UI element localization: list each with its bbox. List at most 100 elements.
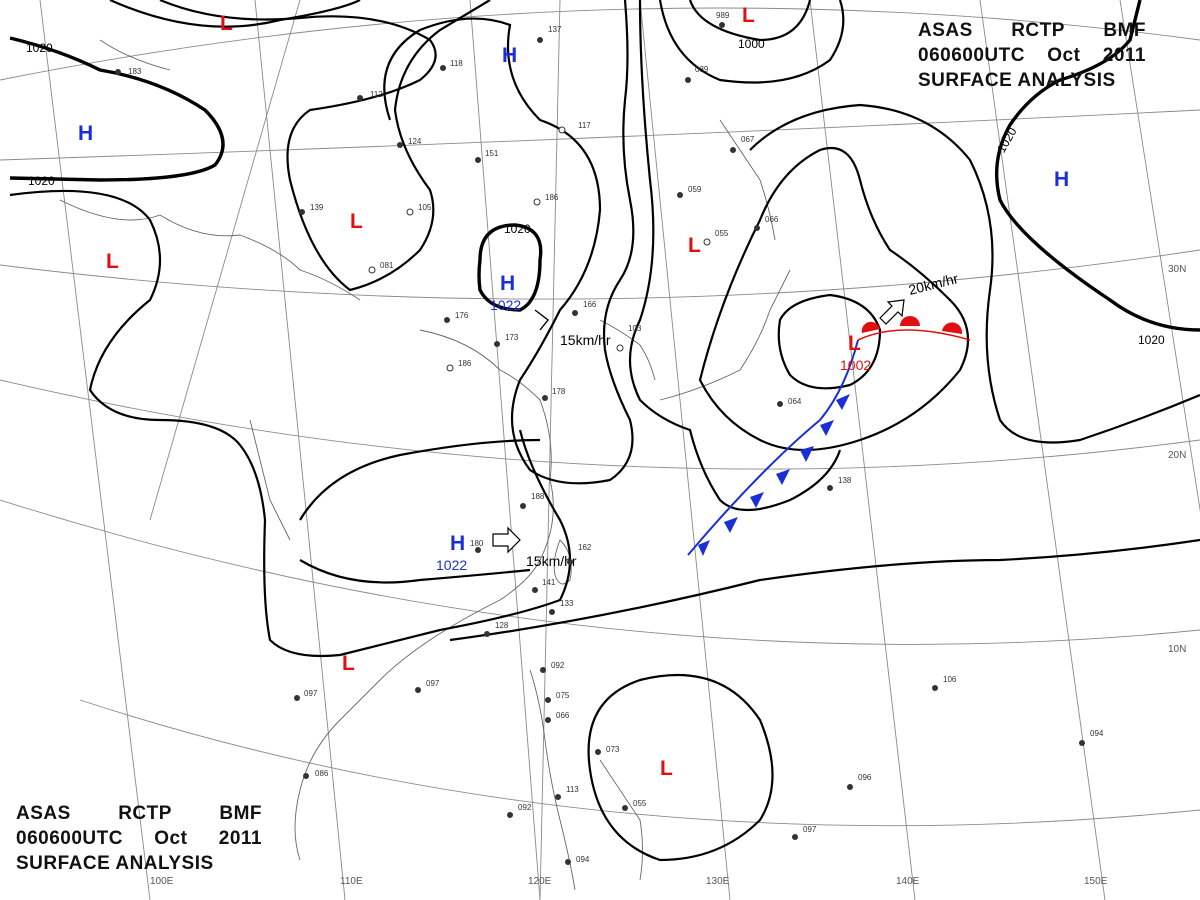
isobar (994, 0, 1200, 332)
isobar (477, 223, 543, 312)
pressure-systems: L L L L L L L 1002 L H H H 1022 H 1022 H (78, 4, 1069, 780)
station-value: 106 (943, 675, 957, 684)
isobar (299, 438, 541, 521)
station-plot: 186 (446, 359, 472, 372)
bureau-code: BMF (1103, 20, 1146, 41)
station-plot: 092 (507, 803, 532, 818)
station-plot: 113 (555, 785, 579, 800)
isobar (777, 293, 882, 390)
station-value: 118 (450, 59, 463, 68)
cold-front (687, 339, 859, 556)
lon-label: 140E (896, 876, 920, 887)
high-pressure-value: 1022 (436, 557, 467, 573)
latitude-grid (0, 7, 1200, 827)
station-value: 186 (458, 359, 472, 368)
station-plot: 055 (622, 799, 647, 811)
low-pressure-marker: L (106, 250, 119, 273)
lat-label: 10N (1168, 644, 1186, 655)
lon-label: 100E (150, 876, 174, 887)
station-value: 183 (128, 67, 142, 76)
station-value: 094 (1090, 729, 1104, 738)
station-value: 113 (566, 785, 579, 794)
low-pressure-value: 1002 (840, 357, 871, 373)
isobar (688, 0, 812, 42)
station-plot: 118 (440, 59, 463, 71)
station-plot: 081 (368, 261, 394, 274)
station-plot: 103 (616, 324, 642, 352)
low-pressure-marker: L (660, 757, 673, 780)
lat-label: 30N (1168, 264, 1186, 275)
valid-time: 060600UTC (16, 828, 123, 849)
region-code: ASAS (16, 803, 71, 824)
station-value: 067 (741, 135, 755, 144)
valid-month: Oct (154, 828, 188, 849)
title-line-2: 060600UTC Oct 2011 (16, 826, 262, 851)
isobar (9, 36, 225, 182)
station-value: 137 (548, 25, 562, 34)
lat-label: 20N (1168, 450, 1186, 461)
station-plot: 166 (572, 300, 597, 316)
station-plot: 989 (716, 11, 730, 28)
low-pressure-marker: L (848, 332, 861, 355)
station-plot: 066 (545, 711, 570, 723)
station-value: 066 (556, 711, 570, 720)
station-plot: 162 (567, 543, 592, 565)
low-pressure-marker: L (688, 234, 701, 257)
station-plots: 183 112 124 118 151 105 139 081 176 186 … (115, 11, 1104, 865)
isobar-labels: 1020 1020 1020 1020 1020 1000 (26, 37, 1165, 347)
station-plot: 097 (415, 679, 440, 693)
station-value: 105 (418, 203, 432, 212)
isobar (698, 146, 970, 452)
valid-time: 060600UTC (918, 45, 1025, 66)
station-plot: 173 (494, 333, 519, 347)
isobar (658, 0, 845, 84)
station-plot: 097 (294, 689, 318, 701)
station-plot: 176 (444, 311, 469, 323)
station-value: 064 (788, 397, 802, 406)
high-pressure-marker: H (1054, 168, 1069, 191)
station-value: 097 (304, 689, 318, 698)
station-code: RCTP (118, 803, 172, 824)
high-pressure-marker: H (450, 532, 465, 555)
high-pressure-value: 1022 (490, 297, 521, 313)
station-value: 178 (552, 387, 566, 396)
motion-speed-label: 15km/hr (560, 332, 611, 348)
station-code: RCTP (1011, 20, 1065, 41)
station-plot: 124 (397, 137, 422, 148)
station-plot: 039 (685, 65, 709, 83)
station-value: 173 (505, 333, 519, 342)
isobar (383, 0, 635, 485)
isobar-label: 1020 (1138, 333, 1165, 347)
motion-speed-label: 15km/hr (526, 553, 577, 569)
station-value: 075 (556, 691, 570, 700)
region-code: ASAS (918, 20, 973, 41)
station-value: 180 (470, 539, 484, 548)
station-plot: 094 (1079, 729, 1104, 746)
low-pressure-marker: L (350, 210, 363, 233)
bureau-code: BMF (219, 803, 262, 824)
title-line-2: 060600UTC Oct 2011 (918, 43, 1146, 68)
high-pressure-marker: H (500, 272, 515, 295)
valid-month: Oct (1047, 45, 1081, 66)
station-value: 097 (803, 825, 817, 834)
station-value: 055 (715, 229, 729, 238)
coastlines (59, 39, 791, 891)
low-pressure-marker: L (220, 12, 233, 35)
low-pressure-marker: L (742, 4, 755, 27)
station-value: 086 (315, 769, 329, 778)
station-value: 112 (370, 90, 383, 99)
isobar-label: 1020 (504, 222, 531, 236)
station-plot: 097 (792, 825, 817, 840)
lon-labels: 100E 110E 120E 130E 140E 150E (150, 876, 1108, 887)
station-plot: 117 (558, 121, 591, 134)
warm-front (857, 316, 971, 341)
high-pressure-marker: H (78, 122, 93, 145)
station-value: 094 (576, 855, 590, 864)
station-value: 151 (485, 149, 499, 158)
station-value: 186 (545, 193, 559, 202)
station-value: 092 (518, 803, 532, 812)
valid-year: 2011 (218, 828, 262, 849)
lon-label: 130E (706, 876, 730, 887)
station-value: 188 (531, 492, 545, 501)
